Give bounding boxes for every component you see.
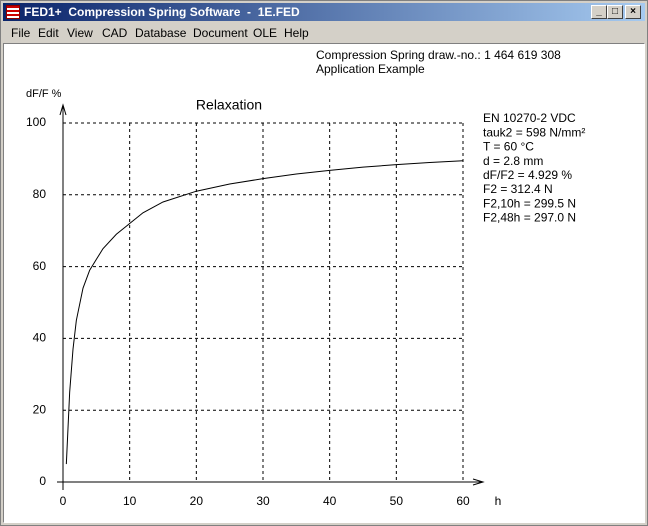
maximize-button[interactable]: □ — [607, 5, 623, 19]
y-axis-arrow — [59, 103, 67, 116]
menu-item[interactable]: Database — [135, 26, 187, 40]
x-tick-label: 30 — [256, 494, 270, 508]
info-text: dF/F2 = 4.929 % — [483, 168, 572, 182]
x-axis-label: h — [495, 494, 502, 508]
y-tick-label: 100 — [26, 115, 46, 129]
menu-item[interactable]: File — [11, 26, 31, 40]
y-tick-label: 60 — [33, 259, 47, 273]
x-axis-arrow — [472, 478, 485, 486]
app-icon — [6, 5, 20, 19]
info-text: F2 = 312.4 N — [483, 182, 553, 196]
y-tick-label: 80 — [33, 187, 47, 201]
close-button[interactable]: × — [625, 5, 641, 19]
menu-item[interactable]: Edit — [38, 26, 59, 40]
header-text: Application Example — [316, 62, 425, 76]
info-text: d = 2.8 mm — [483, 154, 543, 168]
menu-bar: File Edit View CAD Database Document OLE Help — [3, 23, 645, 42]
x-tick-label: 10 — [123, 494, 137, 508]
chart: Compression Spring draw.-no.: 1 464 619 … — [26, 48, 585, 508]
info-text: F2,10h = 299.5 N — [483, 196, 576, 210]
minimize-button[interactable]: _ — [591, 5, 607, 19]
info-text: T = 60 °C — [483, 140, 534, 154]
info-text: F2,48h = 297.0 N — [483, 211, 576, 225]
x-tick-label: 20 — [190, 494, 204, 508]
info-text: EN 10270-2 VDC — [483, 111, 576, 125]
menu-item[interactable]: Document — [193, 26, 248, 40]
y-tick-label: 0 — [39, 474, 46, 488]
title-bar: FED1+ Compression Spring Software - 1E.F… — [3, 3, 645, 21]
info-text: tauk2 = 598 N/mm² — [483, 125, 585, 139]
client-area: Compression Spring draw.-no.: 1 464 619 … — [3, 43, 645, 523]
header-text: Compression Spring draw.-no.: 1 464 619 … — [316, 48, 561, 62]
y-tick-label: 20 — [33, 402, 47, 416]
y-tick-label: 40 — [33, 331, 47, 345]
window-title: FED1+ Compression Spring Software - 1E.F… — [24, 5, 300, 19]
x-tick-label: 50 — [390, 494, 404, 508]
chart-title: Relaxation — [196, 97, 262, 113]
menu-item[interactable]: Help — [284, 26, 309, 40]
x-tick-label: 40 — [323, 494, 337, 508]
x-tick-label: 60 — [456, 494, 470, 508]
menu-item[interactable]: OLE — [253, 26, 278, 40]
y-axis-label: dF/F % — [26, 88, 62, 100]
menu-item[interactable]: View — [67, 26, 93, 40]
menu-item[interactable]: CAD — [102, 26, 128, 40]
data-line — [65, 160, 464, 465]
x-tick-label: 0 — [60, 494, 67, 508]
